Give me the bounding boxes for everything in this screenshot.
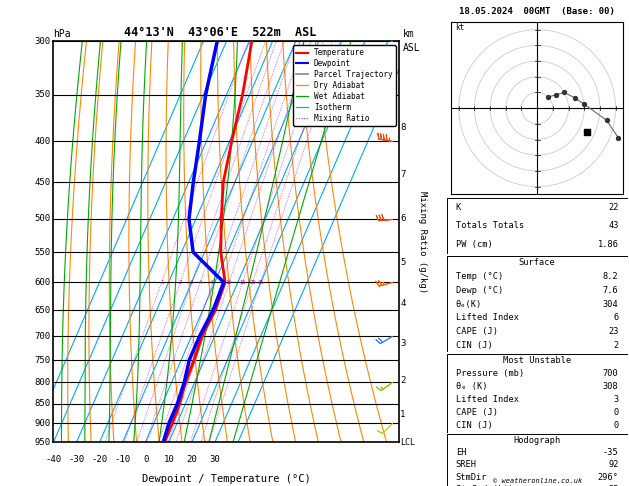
Point (613, 134, 623, 141)
Text: Most Unstable: Most Unstable (503, 356, 571, 365)
Text: Lifted Index: Lifted Index (455, 395, 519, 404)
Text: 44°13'N  43°06'E  522m  ASL: 44°13'N 43°06'E 522m ASL (124, 26, 316, 39)
Text: 20: 20 (249, 280, 256, 285)
Text: 30: 30 (209, 455, 220, 464)
Text: ASL: ASL (403, 43, 420, 53)
Text: 1.86: 1.86 (598, 240, 619, 249)
Text: θₑ(K): θₑ(K) (455, 300, 482, 309)
Text: 6: 6 (211, 280, 214, 285)
Text: 700: 700 (35, 331, 51, 341)
Text: Dewp (°C): Dewp (°C) (455, 286, 503, 295)
Text: 1: 1 (160, 280, 163, 285)
Text: 296°: 296° (598, 473, 619, 482)
Text: Surface: Surface (519, 259, 555, 267)
Text: 5: 5 (400, 258, 406, 267)
Text: 600: 600 (35, 278, 51, 287)
Text: 750: 750 (35, 356, 51, 364)
Text: 35: 35 (608, 485, 619, 486)
Text: CAPE (J): CAPE (J) (455, 408, 498, 417)
Text: 4: 4 (199, 280, 202, 285)
Text: SREH: SREH (455, 460, 477, 469)
Point (581, 128, 591, 136)
Text: 1: 1 (400, 410, 406, 419)
Text: 22: 22 (608, 203, 619, 211)
Text: 8: 8 (220, 280, 223, 285)
Text: 700: 700 (603, 369, 619, 378)
Point (602, 117, 612, 124)
Text: Pressure (mb): Pressure (mb) (455, 369, 524, 378)
Text: 3: 3 (400, 339, 406, 348)
Text: 400: 400 (35, 137, 51, 146)
Text: 304: 304 (603, 300, 619, 309)
Text: 10: 10 (164, 455, 174, 464)
Text: kt: kt (455, 23, 465, 32)
Text: 6: 6 (613, 313, 619, 323)
Text: 10: 10 (226, 280, 232, 285)
Text: 900: 900 (35, 419, 51, 428)
Text: 300: 300 (35, 37, 51, 46)
Text: PW (cm): PW (cm) (455, 240, 493, 249)
Text: Dewpoint / Temperature (°C): Dewpoint / Temperature (°C) (142, 474, 311, 484)
Text: 25: 25 (257, 280, 264, 285)
Text: Temp (°C): Temp (°C) (455, 272, 503, 281)
Text: 43: 43 (608, 221, 619, 230)
Text: CAPE (J): CAPE (J) (455, 327, 498, 336)
Legend: Temperature, Dewpoint, Parcel Trajectory, Dry Adiabat, Wet Adiabat, Isotherm, Mi: Temperature, Dewpoint, Parcel Trajectory… (293, 45, 396, 126)
Point (570, 94, 580, 102)
Text: 8.2: 8.2 (603, 272, 619, 281)
Text: 2: 2 (400, 376, 406, 385)
Text: EH: EH (455, 448, 466, 457)
Point (579, 100, 589, 108)
Text: -30: -30 (69, 455, 84, 464)
Text: 7: 7 (400, 170, 406, 179)
Text: 350: 350 (35, 90, 51, 100)
Text: 308: 308 (603, 382, 619, 391)
Text: Lifted Index: Lifted Index (455, 313, 519, 323)
Text: 2: 2 (613, 341, 619, 350)
Text: CIN (J): CIN (J) (455, 421, 493, 431)
Text: LCL: LCL (400, 438, 415, 447)
Text: 6: 6 (400, 214, 406, 224)
Text: 3: 3 (613, 395, 619, 404)
Text: 0: 0 (143, 455, 148, 464)
Text: 4: 4 (400, 299, 406, 308)
Text: 7.6: 7.6 (603, 286, 619, 295)
Text: -20: -20 (92, 455, 108, 464)
Text: 650: 650 (35, 306, 51, 315)
Text: hPa: hPa (53, 29, 71, 39)
Text: 0: 0 (613, 408, 619, 417)
Text: 92: 92 (608, 460, 619, 469)
Text: θₑ (K): θₑ (K) (455, 382, 487, 391)
Text: 2: 2 (179, 280, 182, 285)
Text: km: km (403, 29, 415, 39)
Point (552, 91, 562, 99)
Text: Totals Totals: Totals Totals (455, 221, 524, 230)
Text: StmSpd (kt): StmSpd (kt) (455, 485, 513, 486)
Text: 20: 20 (186, 455, 198, 464)
Text: Hodograph: Hodograph (513, 435, 561, 445)
Point (543, 93, 554, 101)
Text: 500: 500 (35, 214, 51, 224)
Text: Mixing Ratio (g/kg): Mixing Ratio (g/kg) (418, 191, 428, 293)
Text: 18.05.2024  00GMT  (Base: 00): 18.05.2024 00GMT (Base: 00) (459, 7, 615, 17)
Text: 850: 850 (35, 399, 51, 408)
Text: StmDir: StmDir (455, 473, 487, 482)
Text: 950: 950 (35, 438, 51, 447)
Text: 0: 0 (613, 421, 619, 431)
Text: 450: 450 (35, 178, 51, 187)
Text: -10: -10 (114, 455, 131, 464)
Text: 3: 3 (190, 280, 193, 285)
Text: 8: 8 (400, 122, 406, 132)
Text: -35: -35 (603, 448, 619, 457)
Text: 800: 800 (35, 378, 51, 387)
Point (559, 88, 569, 96)
Text: 550: 550 (35, 248, 51, 257)
Text: 23: 23 (608, 327, 619, 336)
Text: K: K (455, 203, 461, 211)
Text: © weatheronline.co.uk: © weatheronline.co.uk (493, 478, 582, 484)
Text: CIN (J): CIN (J) (455, 341, 493, 350)
Text: -40: -40 (45, 455, 62, 464)
Text: 15: 15 (240, 280, 246, 285)
